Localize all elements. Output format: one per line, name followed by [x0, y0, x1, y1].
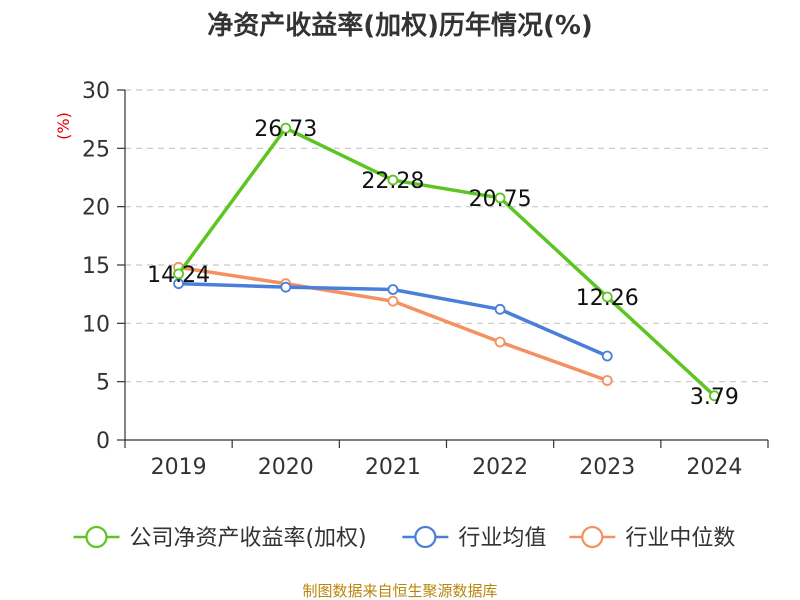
data-point [709, 390, 720, 402]
legend-swatch-marker [85, 525, 108, 549]
data-point [387, 174, 399, 186]
grid-layer [125, 89, 768, 383]
x-tick-label: 2020 [258, 455, 314, 480]
tick-label-layer: 0 5 10 15 20 25 30 2019 2020 2021 2022 2023 2024 [82, 79, 742, 480]
data-point [601, 291, 613, 303]
legend: 公司净资产收益率(加权) 行业均值 行业中位数 [73, 525, 735, 551]
y-tick-label: 10 [82, 312, 110, 337]
data-point [601, 375, 613, 386]
legend-label: 行业中位数 [625, 526, 735, 551]
data-label: 12.26 [576, 286, 639, 311]
data-point [280, 122, 292, 134]
data-point [494, 336, 506, 348]
y-tick-label: 20 [82, 196, 110, 221]
chart-title: 净资产收益率(加权)历年情况(%) [207, 10, 593, 41]
axis-layer [117, 89, 769, 448]
data-point [494, 192, 506, 204]
data-point [387, 295, 399, 307]
data-label: 22.28 [361, 169, 424, 194]
y-tick-label: 0 [96, 429, 110, 454]
x-tick-label: 2024 [686, 455, 742, 480]
series-layer [173, 122, 720, 402]
data-point [387, 284, 399, 295]
data-label-layer: 14.24 26.73 22.28 20.75 12.26 3.79 [147, 117, 739, 410]
x-tick-label: 2019 [151, 455, 207, 480]
x-tick-label: 2022 [472, 455, 528, 480]
series-line-0 [176, 126, 717, 398]
data-label: 26.73 [254, 117, 317, 142]
legend-swatch-marker [581, 525, 604, 549]
legend-label: 公司净资产收益率(加权) [129, 526, 366, 551]
data-label: 3.79 [690, 385, 739, 410]
data-point [280, 281, 292, 293]
x-tick-label: 2021 [365, 455, 421, 480]
legend-label: 行业均值 [458, 526, 546, 551]
data-label: 14.24 [147, 263, 210, 288]
x-tick-label: 2023 [579, 455, 635, 480]
data-label: 20.75 [469, 187, 532, 212]
legend-item-0[interactable]: 公司净资产收益率(加权) [73, 525, 367, 551]
data-point [173, 268, 184, 280]
legend-item-2[interactable]: 行业中位数 [569, 525, 735, 551]
data-point [601, 350, 613, 362]
y-tick-label: 5 [96, 371, 110, 396]
source-label: 制图数据来自恒生聚源数据库 [302, 582, 497, 600]
y-tick-label: 15 [82, 254, 110, 279]
legend-swatch-marker [414, 525, 437, 549]
legend-item-1[interactable]: 行业均值 [402, 525, 546, 551]
y-tick-label: 25 [82, 137, 110, 162]
data-point [494, 303, 506, 315]
y-tick-label: 30 [82, 79, 110, 104]
y-axis-unit: (%) [54, 112, 73, 140]
